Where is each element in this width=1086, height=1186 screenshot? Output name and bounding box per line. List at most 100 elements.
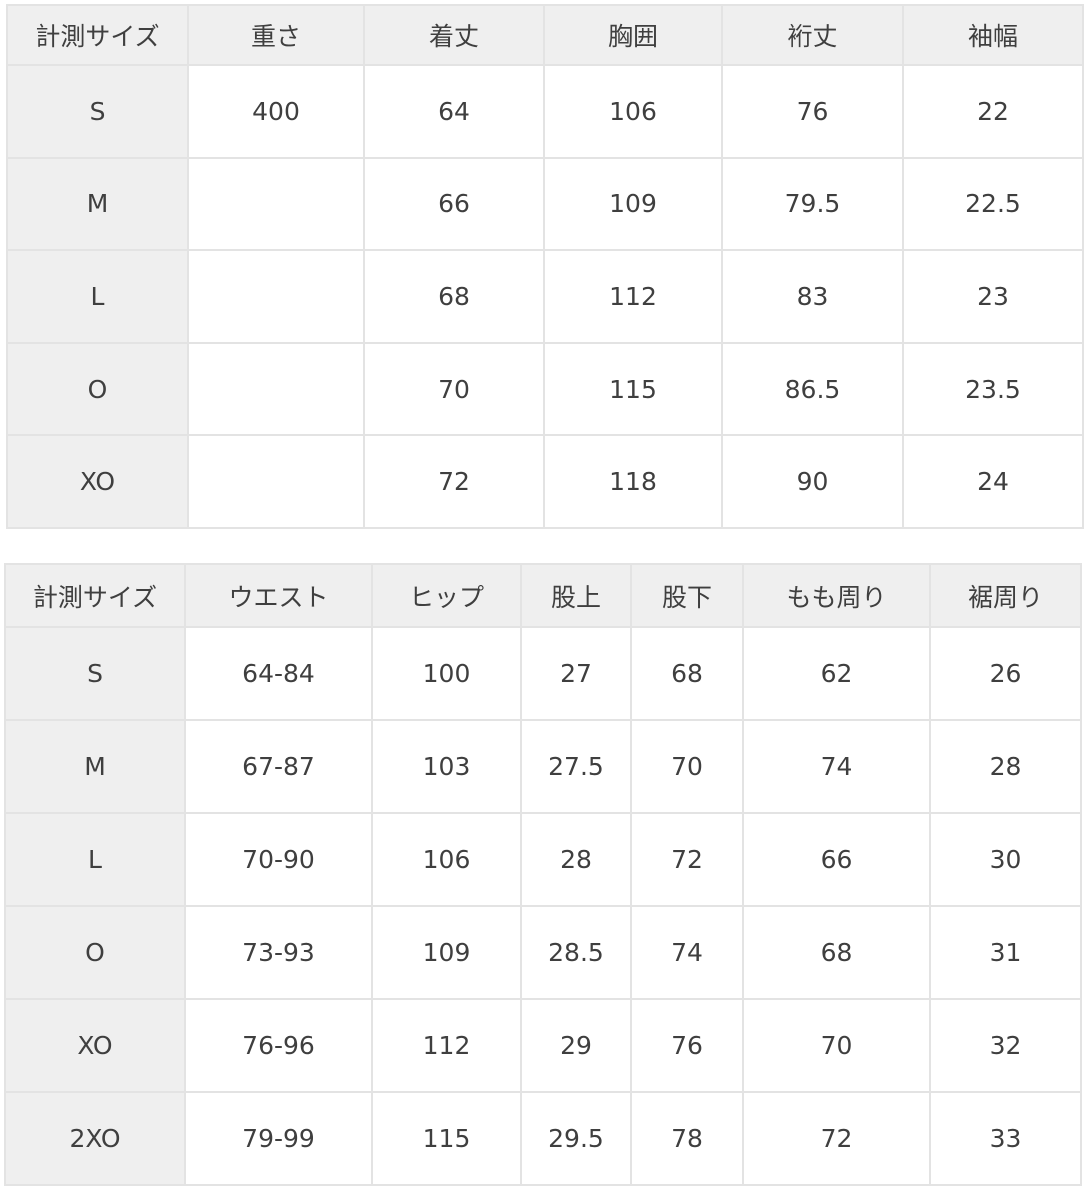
value-cell: 70-90 xyxy=(184,812,373,907)
column-header: ウエスト xyxy=(184,563,373,628)
size-label-cell: XO xyxy=(4,998,186,1093)
value-cell: 66 xyxy=(363,156,545,252)
value-cell: 68 xyxy=(742,905,931,1000)
table-row: O 73-93 109 28.5 74 68 31 xyxy=(4,905,1082,1000)
column-header: もも周り xyxy=(742,563,931,628)
value-cell: 31 xyxy=(929,905,1082,1000)
value-cell: 74 xyxy=(630,905,744,1000)
column-header: 袖幅 xyxy=(902,4,1084,66)
value-cell: 118 xyxy=(543,434,723,529)
value-cell: 28.5 xyxy=(520,905,632,1000)
size-label-cell: XO xyxy=(6,434,189,529)
value-cell: 90 xyxy=(721,434,904,529)
value-cell: 22.5 xyxy=(902,156,1084,252)
table-row: XO 72 118 90 24 xyxy=(6,434,1084,529)
value-cell: 106 xyxy=(371,812,522,907)
value-cell: 74 xyxy=(742,719,931,814)
value-cell: 72 xyxy=(742,1091,931,1186)
value-cell: 112 xyxy=(371,998,522,1093)
value-cell: 70 xyxy=(630,719,744,814)
value-cell xyxy=(187,434,365,529)
value-cell: 67-87 xyxy=(184,719,373,814)
table-row: S 64-84 100 27 68 62 26 xyxy=(4,626,1082,721)
value-cell: 78 xyxy=(630,1091,744,1186)
header-row: 計測サイズ ウエスト ヒップ 股上 股下 もも周り 裾周り xyxy=(4,563,1082,628)
table-row: 2XO 79-99 115 29.5 78 72 33 xyxy=(4,1091,1082,1186)
value-cell: 68 xyxy=(363,249,545,344)
value-cell: 109 xyxy=(371,905,522,1000)
value-cell: 79.5 xyxy=(721,156,904,252)
value-cell: 66 xyxy=(742,812,931,907)
value-cell: 29 xyxy=(520,998,632,1093)
size-label-cell: L xyxy=(4,812,186,907)
value-cell: 115 xyxy=(543,341,723,437)
value-cell: 76 xyxy=(630,998,744,1093)
value-cell: 400 xyxy=(187,64,365,159)
value-cell: 83 xyxy=(721,249,904,344)
bottom-size-table: 計測サイズ ウエスト ヒップ 股上 股下 もも周り 裾周り S 64-84 100 27 68 62 2… xyxy=(4,563,1082,1186)
table-row: S 400 64 106 76 22 xyxy=(6,64,1084,159)
value-cell: 106 xyxy=(543,64,723,159)
column-header: 股上 xyxy=(520,563,632,628)
size-label-cell: M xyxy=(6,156,189,252)
size-label-cell: S xyxy=(6,64,189,159)
value-cell: 70 xyxy=(742,998,931,1093)
value-cell xyxy=(187,156,365,252)
column-header: 胸囲 xyxy=(543,4,723,66)
size-label-cell: O xyxy=(4,905,186,1000)
column-header: 計測サイズ xyxy=(4,563,186,628)
value-cell: 73-93 xyxy=(184,905,373,1000)
column-header: 着丈 xyxy=(363,4,545,66)
value-cell: 86.5 xyxy=(721,341,904,437)
table-row: XO 76-96 112 29 76 70 32 xyxy=(4,998,1082,1093)
value-cell: 22 xyxy=(902,64,1084,159)
value-cell: 79-99 xyxy=(184,1091,373,1186)
value-cell: 115 xyxy=(371,1091,522,1186)
header-row: 計測サイズ 重さ 着丈 胸囲 裄丈 袖幅 xyxy=(6,4,1084,66)
table-row: O 70 115 86.5 23.5 xyxy=(6,341,1084,437)
value-cell: 24 xyxy=(902,434,1084,529)
size-label-cell: L xyxy=(6,249,189,344)
value-cell: 28 xyxy=(520,812,632,907)
column-header: 股下 xyxy=(630,563,744,628)
table-row: M 67-87 103 27.5 70 74 28 xyxy=(4,719,1082,814)
table-row: M 66 109 79.5 22.5 xyxy=(6,156,1084,252)
value-cell: 64-84 xyxy=(184,626,373,721)
value-cell: 76-96 xyxy=(184,998,373,1093)
top-size-table: 計測サイズ 重さ 着丈 胸囲 裄丈 袖幅 S 400 64 106 76 22 M 66 109 79.5 2… xyxy=(6,4,1084,529)
value-cell: 32 xyxy=(929,998,1082,1093)
value-cell: 70 xyxy=(363,341,545,437)
value-cell: 100 xyxy=(371,626,522,721)
table-row: L 70-90 106 28 72 66 30 xyxy=(4,812,1082,907)
value-cell xyxy=(187,249,365,344)
column-header: 計測サイズ xyxy=(6,4,189,66)
value-cell: 23 xyxy=(902,249,1084,344)
value-cell: 72 xyxy=(363,434,545,529)
value-cell: 76 xyxy=(721,64,904,159)
column-header: 裾周り xyxy=(929,563,1082,628)
value-cell: 64 xyxy=(363,64,545,159)
column-header: 重さ xyxy=(187,4,365,66)
size-label-cell: S xyxy=(4,626,186,721)
size-label-cell: 2XO xyxy=(4,1091,186,1186)
value-cell: 62 xyxy=(742,626,931,721)
value-cell: 30 xyxy=(929,812,1082,907)
value-cell: 68 xyxy=(630,626,744,721)
table-row: L 68 112 83 23 xyxy=(6,249,1084,344)
column-header: ヒップ xyxy=(371,563,522,628)
value-cell: 112 xyxy=(543,249,723,344)
value-cell: 23.5 xyxy=(902,341,1084,437)
value-cell: 72 xyxy=(630,812,744,907)
value-cell: 103 xyxy=(371,719,522,814)
value-cell: 109 xyxy=(543,156,723,252)
value-cell: 27 xyxy=(520,626,632,721)
size-label-cell: M xyxy=(4,719,186,814)
value-cell: 29.5 xyxy=(520,1091,632,1186)
value-cell xyxy=(187,341,365,437)
size-label-cell: O xyxy=(6,341,189,437)
value-cell: 27.5 xyxy=(520,719,632,814)
value-cell: 26 xyxy=(929,626,1082,721)
column-header: 裄丈 xyxy=(721,4,904,66)
value-cell: 33 xyxy=(929,1091,1082,1186)
value-cell: 28 xyxy=(929,719,1082,814)
